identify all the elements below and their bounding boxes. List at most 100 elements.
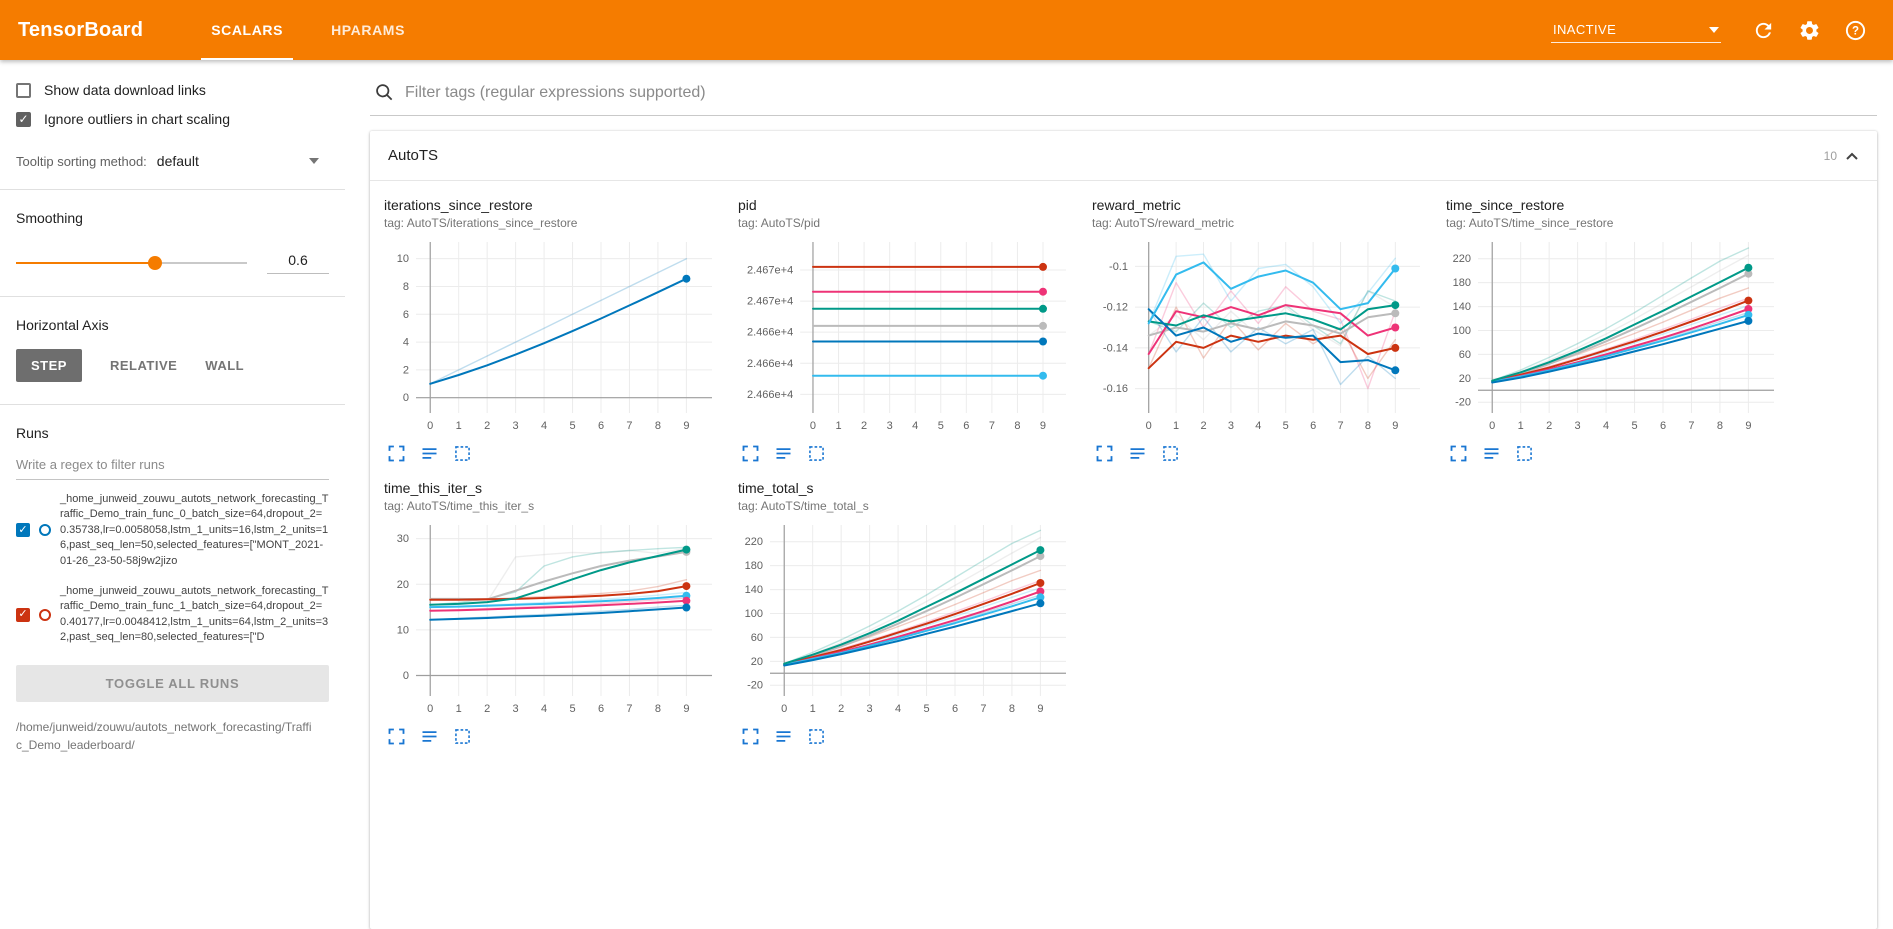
refresh-button[interactable]: [1743, 10, 1783, 50]
svg-text:2.466e+4: 2.466e+4: [747, 327, 793, 339]
chart-tag: tag: AutoTS/time_total_s: [738, 499, 869, 513]
chart-plot[interactable]: 0 1 2 3 4 5 6 7 8 9 -20 20 60 100 140 180 220: [736, 517, 1076, 722]
smoothing-slider[interactable]: [16, 256, 247, 270]
runs-menu-button[interactable]: [417, 724, 442, 749]
chart-plot[interactable]: 0 1 2 3 4 5 6 7 8 9 0 10 20 30: [382, 517, 722, 722]
svg-text:6: 6: [1310, 420, 1316, 432]
fit-domain-button[interactable]: [1158, 441, 1183, 466]
runs-menu-button[interactable]: [771, 724, 796, 749]
run-checkbox[interactable]: ✓: [16, 607, 30, 622]
svg-text:9: 9: [1040, 420, 1046, 432]
smoothing-slider-fill: [16, 262, 155, 264]
svg-text:140: 140: [745, 584, 763, 596]
toggle-all-runs-button[interactable]: TOGGLE ALL RUNS: [16, 664, 329, 702]
fit-domain-button[interactable]: [450, 724, 475, 749]
runs-menu-button[interactable]: [1479, 441, 1504, 466]
svg-text:6: 6: [403, 309, 409, 321]
expand-chart-button[interactable]: [738, 441, 763, 466]
svg-text:9: 9: [683, 420, 689, 432]
run-color-swatch[interactable]: [39, 608, 51, 621]
expand-chart-button[interactable]: [384, 724, 409, 749]
dashed-box-icon: [809, 446, 824, 461]
runs-title: Runs: [16, 425, 49, 441]
chevron-up-icon[interactable]: [1841, 145, 1863, 167]
fit-domain-button[interactable]: [450, 441, 475, 466]
expand-chart-button[interactable]: [384, 441, 409, 466]
expand-chart-button[interactable]: [1446, 441, 1471, 466]
chart-tag: tag: AutoTS/pid: [738, 216, 821, 230]
run-item[interactable]: ✓ _home_junweid_zouwu_autots_network_for…: [16, 492, 329, 569]
axis-option-relative[interactable]: RELATIVE: [109, 358, 178, 373]
list-icon: [776, 448, 791, 459]
fit-domain-button[interactable]: [1512, 441, 1537, 466]
expand-chart-button[interactable]: [738, 724, 763, 749]
fullscreen-icon: [388, 728, 405, 745]
app-header: TensorBoard SCALARS HPARAMS INACTIVE ?: [0, 0, 1893, 60]
svg-text:5: 5: [1283, 420, 1289, 432]
tooltip-sort-dropdown[interactable]: default: [157, 153, 329, 169]
section-header[interactable]: AutoTS 10: [370, 131, 1877, 181]
show-download-checkbox[interactable]: ✓: [16, 82, 31, 98]
chart-actions: [738, 724, 1090, 749]
fit-domain-button[interactable]: [804, 441, 829, 466]
fit-domain-button[interactable]: [804, 724, 829, 749]
help-button[interactable]: ?: [1835, 10, 1875, 50]
run-color-swatch[interactable]: [39, 524, 51, 537]
runs-section: Runs ✓ _home_junweid_zouwu_autots_networ…: [16, 405, 329, 754]
runs-menu-button[interactable]: [417, 441, 442, 466]
smoothing-slider-thumb[interactable]: [147, 256, 162, 270]
settings-button[interactable]: [1789, 10, 1829, 50]
chart-actions: [738, 441, 1090, 466]
svg-text:3: 3: [1575, 420, 1581, 432]
runs-menu-button[interactable]: [771, 441, 796, 466]
run-item[interactable]: ✓ _home_junweid_zouwu_autots_network_for…: [16, 584, 329, 646]
smoothing-value[interactable]: 0.6: [267, 252, 329, 274]
list-icon: [776, 731, 791, 742]
dashed-box-icon: [1517, 446, 1532, 461]
ignore-outliers-checkbox[interactable]: ✓: [16, 111, 31, 127]
svg-text:9: 9: [683, 703, 689, 715]
tab-scalars[interactable]: SCALARS: [187, 0, 307, 60]
svg-text:3: 3: [513, 420, 519, 432]
axis-option-wall[interactable]: WALL: [205, 358, 245, 373]
chart-actions: [1446, 441, 1798, 466]
reload-status-dropdown[interactable]: INACTIVE: [1551, 17, 1721, 43]
run-checkbox[interactable]: ✓: [16, 523, 30, 538]
svg-text:2.467e+4: 2.467e+4: [747, 264, 793, 276]
svg-text:10: 10: [397, 253, 409, 265]
chart-plot[interactable]: 0 1 2 3 4 5 6 7 8 9 -20 20 60 100 140 180 220: [1444, 234, 1784, 439]
ignore-outliers-label: Ignore outliers in chart scaling: [44, 111, 230, 127]
svg-text:2.467e+4: 2.467e+4: [747, 296, 793, 308]
fullscreen-icon: [1450, 445, 1467, 462]
section-title: AutoTS: [388, 147, 439, 164]
runs-filter-input[interactable]: [16, 449, 329, 480]
run-label: _home_junweid_zouwu_autots_network_forec…: [60, 584, 329, 644]
axis-option-step[interactable]: STEP: [16, 349, 82, 382]
chart-title: time_since_restore: [1446, 197, 1565, 213]
tag-filter-bar: [370, 74, 1877, 116]
chart-plot[interactable]: 0 1 2 3 4 5 6 7 8 9 2.467e+4 2.467e+4 2.466e+4 2.466e…: [736, 234, 1076, 439]
fullscreen-icon: [1096, 445, 1113, 462]
divider: [0, 296, 345, 297]
svg-text:180: 180: [1453, 277, 1471, 289]
svg-text:100: 100: [1453, 325, 1471, 337]
svg-text:-20: -20: [1455, 397, 1471, 409]
chart-plot[interactable]: 0 1 2 3 4 5 6 7 8 9 -0.1 -0.12 -0.14 -0.16: [1090, 234, 1430, 439]
filter-tags-input[interactable]: [405, 83, 1873, 102]
svg-text:?: ?: [1851, 25, 1858, 37]
svg-text:0: 0: [403, 392, 409, 404]
svg-text:2: 2: [1200, 420, 1206, 432]
svg-text:4: 4: [541, 420, 547, 432]
svg-text:1: 1: [456, 703, 462, 715]
check-icon: ✓: [18, 608, 28, 621]
main-content: AutoTS 10 iterations_since_restore tag: …: [345, 60, 1893, 929]
chart-plot[interactable]: 0 1 2 3 4 5 6 7 8 9 0 2 4 6 8 10: [382, 234, 722, 439]
expand-chart-button[interactable]: [1092, 441, 1117, 466]
tab-hparams[interactable]: HPARAMS: [331, 22, 406, 38]
svg-text:2.466e+4: 2.466e+4: [747, 389, 793, 401]
runs-menu-button[interactable]: [1125, 441, 1150, 466]
ignore-outliers-row[interactable]: ✓ Ignore outliers in chart scaling: [16, 111, 329, 127]
show-download-row[interactable]: ✓ Show data download links: [16, 82, 329, 98]
chart-title: time_this_iter_s: [384, 480, 483, 496]
chart-title: iterations_since_restore: [384, 197, 533, 213]
